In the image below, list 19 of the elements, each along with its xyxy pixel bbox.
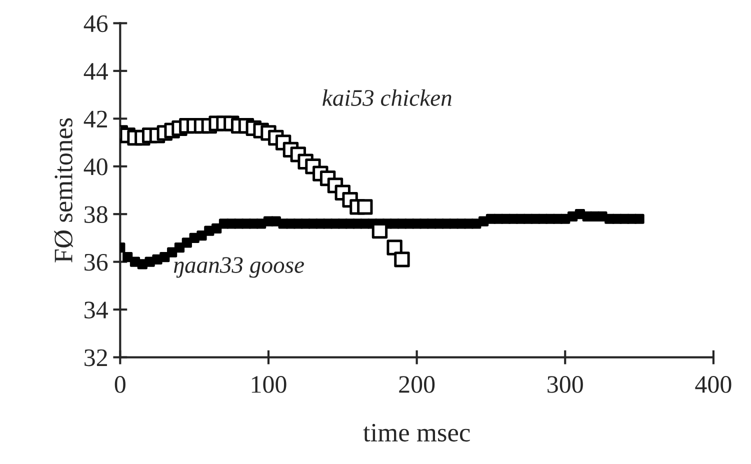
y-tick-label: 36 [84,254,108,271]
series-label: ŋaan33 goose [174,257,304,278]
series-label: kai53 chicken [322,89,452,106]
point [357,199,373,215]
x-axis-title: time msec [363,424,470,442]
x-tick-label: 0 [114,376,126,393]
y-tick-label: 34 [84,302,108,318]
y-tick-label: 44 [84,63,108,80]
y-tick-label: 46 [84,15,108,32]
y-tick-label: 38 [84,206,108,224]
point [394,252,410,268]
x-tick-label: 300 [548,376,583,393]
y-axis-title: FØ semitones [54,118,73,262]
y-tick-label: 42 [84,110,107,128]
y-tick-label: 40 [84,158,108,176]
x-tick-label: 100 [252,376,286,393]
y-tick-label: 32 [84,349,107,366]
x-tick-label: 400 [695,376,732,393]
x-tick-label: 200 [399,376,435,393]
